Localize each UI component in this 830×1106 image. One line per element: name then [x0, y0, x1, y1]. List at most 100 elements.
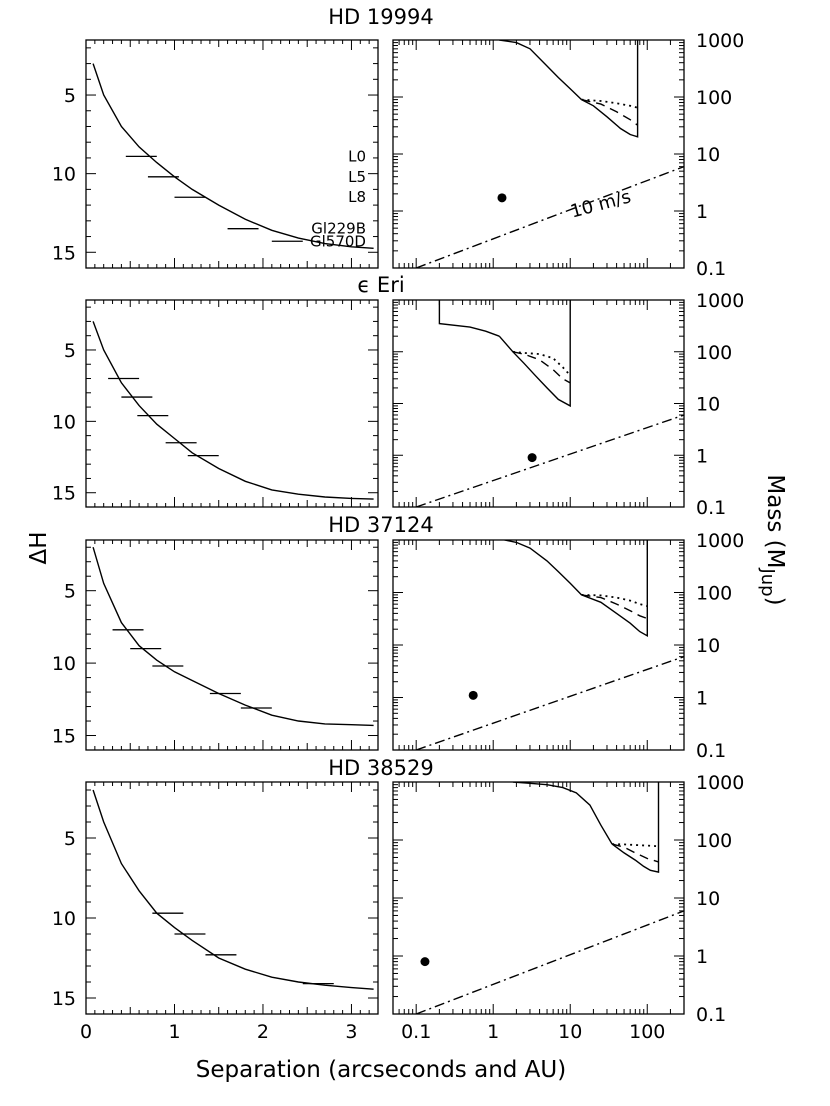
- y-tick-label: 15: [52, 726, 76, 748]
- mass-limit-solid: [499, 40, 582, 101]
- right-y-axis-label: Mass (MJup): [757, 474, 788, 605]
- plot-frame: [392, 781, 685, 1015]
- y-tick-label: 0.1: [696, 258, 726, 280]
- y-tick-label: 15: [52, 988, 76, 1010]
- x-tick-label: 2: [257, 1021, 269, 1043]
- y-tick-label: 5: [64, 340, 76, 362]
- y-tick-label: 0.1: [696, 497, 726, 519]
- right-y-axis-label-main: Mass (M: [762, 474, 788, 568]
- y-tick-label: 15: [52, 242, 76, 264]
- y-tick-label: 0.1: [696, 1004, 726, 1026]
- panel-2-right: 0.1 1 10 100 1000 10 m/s: [392, 30, 744, 280]
- plot-frame: [85, 39, 379, 269]
- mass-limit-dashdot: [415, 414, 684, 507]
- y-tick-label: 5: [64, 85, 76, 107]
- right-y-axis-label-close: ): [762, 597, 788, 606]
- y-tick-label: 1: [696, 946, 708, 968]
- mass-limit-dotted: [581, 594, 648, 607]
- y-tick-label: 0.1: [696, 740, 726, 762]
- y-tick-label: 10: [696, 144, 720, 166]
- y-tick-label: 1: [696, 201, 708, 223]
- planet-point: [468, 690, 478, 700]
- mass-limit-solid: [512, 782, 613, 845]
- planet-point: [420, 957, 430, 967]
- mass-limit-dashed: [512, 351, 571, 384]
- panel-title: HD 19994: [328, 5, 433, 29]
- x-tick-label: 0.1: [401, 1021, 431, 1043]
- panel-title: ϵ Eri: [357, 273, 404, 297]
- planet-point: [497, 193, 507, 203]
- y-tick-label: 5: [64, 581, 76, 603]
- panel-8-right: 0.1 1 10 100 0.1 1 10 100 1000: [392, 772, 744, 1043]
- y-tick-label: 10: [52, 908, 76, 930]
- panel-title: HD 38529: [328, 756, 433, 780]
- panel-3-left: ϵ Eri 5 10 15: [52, 273, 405, 508]
- panel-6-right: 0.1 1 10 100 1000: [392, 530, 744, 762]
- mass-limit-dashdot: [415, 910, 684, 1014]
- y-tick-label: 15: [52, 483, 76, 505]
- plot-frame: [85, 299, 379, 508]
- mass-limit-solid: [504, 540, 583, 596]
- y-tick-label: 10: [52, 164, 76, 186]
- y-tick-label: 10: [696, 394, 720, 416]
- y-tick-label: 100: [696, 342, 732, 364]
- mass-limit-solid: [581, 40, 639, 138]
- plot-frame: [392, 539, 685, 751]
- mass-limit-dashed: [611, 843, 659, 863]
- x-tick-label: 1: [168, 1021, 180, 1043]
- mass-limit-solid: [611, 782, 660, 873]
- marker-label: Gl229B: [311, 220, 366, 238]
- y-tick-label: 100: [696, 830, 732, 852]
- panel-7-left: HD 38529 0 1 2 3 5 10 15: [52, 756, 434, 1043]
- mass-limit-solid: [438, 300, 500, 337]
- contrast-curve: [92, 789, 374, 990]
- left-y-axis-label: ΔH: [26, 531, 52, 564]
- x-tick-label: 3: [345, 1021, 357, 1043]
- y-tick-label: 1000: [696, 290, 744, 312]
- mass-limit-solid: [498, 300, 571, 408]
- marker-label: L0: [348, 147, 366, 165]
- plot-frame: [85, 539, 379, 751]
- mass-limit-solid: [581, 540, 648, 637]
- y-tick-label: 1: [696, 688, 708, 710]
- plot-frame: [392, 299, 685, 508]
- y-tick-label: 1000: [696, 530, 744, 552]
- y-tick-label: 10: [52, 411, 76, 433]
- mass-limit-dashdot: [415, 165, 684, 268]
- panel-5-left: HD 37124 5 10 15: [52, 513, 434, 751]
- x-tick-label: 10: [558, 1021, 582, 1043]
- y-tick-label: 1: [696, 445, 708, 467]
- x-tick-label: 0: [80, 1021, 92, 1043]
- y-tick-label: 10: [696, 635, 720, 657]
- y-tick-label: 1000: [696, 772, 744, 794]
- x-tick-label: 100: [629, 1021, 665, 1043]
- mass-limit-dotted: [581, 98, 638, 109]
- right-y-axis-label-sub: Jup: [757, 567, 778, 596]
- planet-point: [527, 453, 537, 463]
- y-tick-label: 10: [696, 888, 720, 910]
- y-tick-label: 10: [52, 653, 76, 675]
- y-tick-label: 100: [696, 583, 732, 605]
- svg-text:Mass (MJup): Mass (MJup): [757, 474, 788, 605]
- marker-label: Gl570D: [310, 232, 366, 250]
- x-tick-label: 1: [487, 1021, 499, 1043]
- mass-limit-dotted: [512, 350, 571, 376]
- marker-label: L8: [348, 188, 366, 206]
- contrast-curve: [92, 547, 374, 727]
- panel-title: HD 37124: [328, 513, 433, 537]
- rv-limit-label: 10 m/s: [568, 186, 633, 222]
- mass-limit-dashdot: [415, 655, 684, 750]
- panels: HD 1999451015L0L5L8Gl229BGl570D0.1110100…: [52, 5, 745, 1043]
- mass-limit-dashed: [581, 98, 639, 126]
- x-axis-label: Separation (arcseconds and AU): [196, 1057, 566, 1083]
- y-tick-label: 100: [696, 87, 732, 109]
- mass-limit-dashed: [581, 594, 648, 620]
- y-tick-label: 5: [64, 828, 76, 850]
- contrast-curve: [92, 321, 374, 500]
- y-tick-label: 1000: [696, 30, 744, 52]
- plot-frame: [392, 39, 685, 269]
- marker-label: L5: [348, 168, 366, 186]
- panel-4-right: 0.1 1 10 100 1000: [392, 290, 744, 519]
